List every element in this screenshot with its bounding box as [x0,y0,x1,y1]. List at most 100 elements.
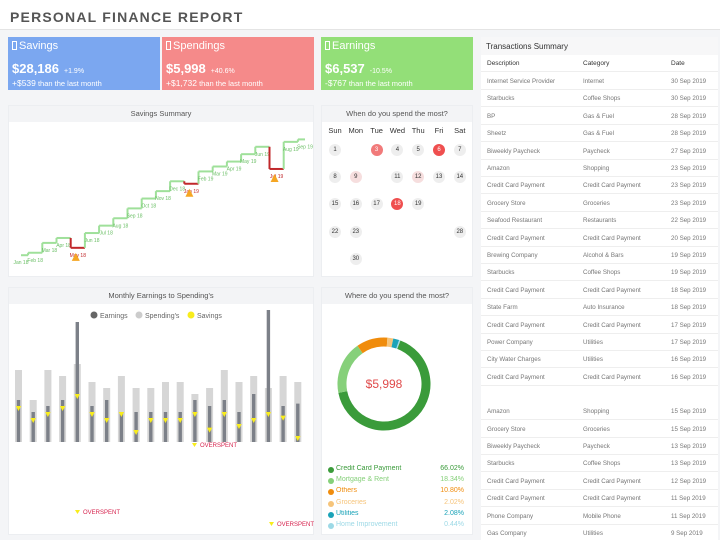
earnings-bar[interactable] [163,412,168,442]
earnings-bar[interactable] [90,406,94,442]
calendar-day[interactable]: 8 [329,171,341,184]
table-row[interactable]: Credit Card Payment Credit Card Payment 17… [481,317,718,334]
table-cell: Coffee Shops [583,95,621,103]
weekday-fri: Fri [434,126,444,135]
table-row[interactable]: Sheetz Gas & Fuel 28 Sep 2019 [481,125,718,143]
table-row[interactable]: Amazon Shopping 23 Sep 2019 [481,160,718,177]
table-row[interactable] [481,386,718,403]
table-row[interactable]: Gas Company Utilities 9 Sep 2019 [481,525,718,540]
earnings-bar[interactable] [222,400,226,442]
legend-dot [135,311,143,319]
savings-month-label: Jun 19 [255,152,270,158]
earnings-bar[interactable] [296,403,300,442]
table-row[interactable]: Internet Service Provider Internet 30 Sep … [481,73,718,90]
table-row[interactable]: Starbucks Coffee Shops 13 Sep 2019 [481,455,718,473]
calendar-day[interactable]: 3 [370,144,383,156]
column-header[interactable]: Date [671,60,685,67]
table-cell: Credit Card Payment [583,234,641,242]
donut-slice[interactable] [386,337,394,348]
earnings-bar[interactable] [16,400,21,442]
calendar-day[interactable]: 7 [453,144,466,156]
table-row[interactable]: Biweekly Paycheck Paycheck 13 Sep 2019 [481,438,718,455]
table-row[interactable]: Credit Card Payment Credit Card Payment 23… [481,177,718,195]
calendar-day[interactable]: 14 [453,171,466,184]
calendar-day[interactable]: 6 [433,144,445,156]
table-row[interactable]: Grocery Store Groceries 15 Sep 2019 [481,421,718,438]
earnings-bar[interactable] [60,400,65,442]
earnings-bar[interactable] [178,412,182,442]
calendar-day[interactable]: 28 [453,225,466,238]
earnings-bar[interactable] [193,400,197,442]
earnings-bar[interactable] [75,322,79,442]
table-cell: Credit Card Payment [487,373,545,381]
table-row[interactable]: Starbucks Coffee Shops 30 Sep 2019 [481,90,718,108]
calendar-day[interactable]: 13 [433,171,445,184]
calendar-day[interactable]: 9 [349,171,362,184]
kpi-savings[interactable]: Savings $28,186 +1.9% +$539 than the last… [8,37,160,90]
donut-legend-item[interactable]: Groceries 2.02% [328,499,468,510]
table-row[interactable]: Credit Card Payment Credit Card Payment 11… [481,490,718,508]
calendar-day[interactable]: 15 [329,198,341,211]
table-row[interactable]: Amazon Shopping 15 Sep 2019 [481,403,718,421]
table-row[interactable]: Power Company Utilities 17 Sep 2019 [481,334,718,351]
column-header[interactable]: Category [583,60,610,67]
table-row[interactable]: City Water Charges Utilities 16 Sep 2019 [481,351,718,369]
earnings-bar[interactable] [31,412,35,442]
table-row[interactable]: Credit Card Payment Credit Card Payment 20… [481,230,718,247]
table-row[interactable]: BP Gas & Fuel 28 Sep 2019 [481,108,718,125]
table-row[interactable]: Credit Card Payment Credit Card Payment 12… [481,473,718,490]
monthly-panel: Monthly Earnings to Spending's Earnings S… [8,287,314,535]
earnings-bar[interactable] [119,412,124,442]
calendar-day[interactable]: 18 [391,198,404,211]
table-row[interactable]: Credit Card Payment Credit Card Payment 18… [481,282,718,299]
earnings-bar[interactable] [149,412,153,442]
donut-slice[interactable] [338,340,431,431]
donut-slice[interactable] [337,345,363,393]
earnings-bar[interactable] [281,406,285,442]
calendar-day[interactable]: 4 [391,144,404,156]
earnings-bar[interactable] [46,406,50,442]
calendar-day[interactable]: 5 [412,144,425,156]
page-title: PERSONAL FINANCE REPORT [10,9,244,25]
calendar-day[interactable]: 23 [349,225,362,238]
legend-dot [328,467,334,473]
earnings-bar[interactable] [134,412,138,442]
table-row[interactable]: Biweekly Paycheck Paycheck 27 Sep 2019 [481,143,718,160]
calendar-day[interactable]: 19 [412,198,425,211]
column-header[interactable]: Description [487,60,520,67]
calendar-day[interactable]: 17 [370,198,383,211]
earnings-bar[interactable] [266,310,271,442]
table-cell: Paycheck [583,443,610,450]
table-row[interactable]: Starbucks Coffee Shops 19 Sep 2019 [481,264,718,282]
savings-summary-panel: Savings Summary Jan 18 Feb 18 Mar 18 Apr 18… [8,105,314,277]
table-row[interactable]: Seafood Restaurant Restaurants 22 Sep 2019 [481,212,718,230]
calendar-day[interactable]: 12 [412,171,425,184]
donut-legend-item[interactable]: Mortgage & Rent 18.34% [328,476,468,487]
donut-slice[interactable] [391,338,400,349]
table-row[interactable]: State Farm Auto Insurance 18 Sep 2019 [481,299,718,317]
table-row[interactable]: Phone Company Mobile Phone 11 Sep 2019 [481,508,718,525]
spending-bar[interactable] [117,376,125,442]
table-row[interactable]: Grocery Store Groceries 23 Sep 2019 [481,195,718,212]
calendar-day[interactable]: 16 [349,198,362,211]
donut-legend-item[interactable]: Home Improvement 0.44% [328,521,468,532]
savings-marker [15,406,22,411]
kpi-spendings[interactable]: Spendings $5,998 +40.6% +$1,732 than the … [162,37,314,90]
table-cell: 30 Sep 2019 [671,78,707,85]
donut-legend-item[interactable]: Credit Card Payment 66.02% [328,465,468,476]
donut-legend-item[interactable]: Utilities 2.08% [328,510,468,521]
legend-dot [328,489,334,496]
calendar-day[interactable]: 22 [329,225,341,238]
kpi-earnings-label: Earnings [332,40,376,52]
calendar-day[interactable]: 30 [349,252,362,265]
table-row[interactable]: Brewing Company Alcohol & Bars 19 Sep 2019 [481,247,718,264]
overspent-label: OVERSPENT [200,443,237,449]
donut-slice[interactable] [357,337,388,354]
calendar-day[interactable]: 11 [391,171,404,184]
donut-legend-item[interactable]: Others 10.80% [328,487,468,498]
earnings-bar[interactable] [207,406,212,442]
table-row[interactable]: Credit Card Payment Credit Card Payment 16… [481,369,718,386]
kpi-earnings[interactable]: Earnings $6,537 -10.5% -$767 than the las… [321,37,473,90]
calendar-day[interactable]: 1 [329,144,341,156]
table-cell: 18 Sep 2019 [671,286,707,294]
